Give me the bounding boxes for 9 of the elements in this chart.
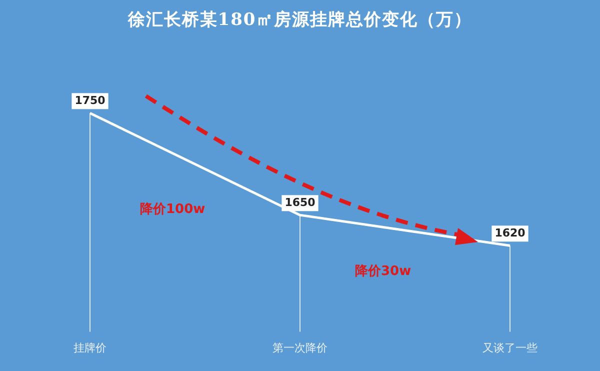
text: 降价30w: [355, 263, 412, 280]
data-label: 1650: [284, 196, 316, 209]
annotation: 降价100w: [140, 201, 206, 218]
x-tick-label: 又谈了一些: [482, 341, 538, 354]
data-label: 1750: [74, 94, 106, 107]
x-tick-label: 挂牌价: [74, 341, 106, 354]
x-tick-label: 第一次降价: [272, 341, 328, 354]
chart-title: 徐汇长桥某180㎡房源挂牌总价变化（万）: [126, 9, 474, 31]
data-label: 1620: [494, 226, 526, 240]
